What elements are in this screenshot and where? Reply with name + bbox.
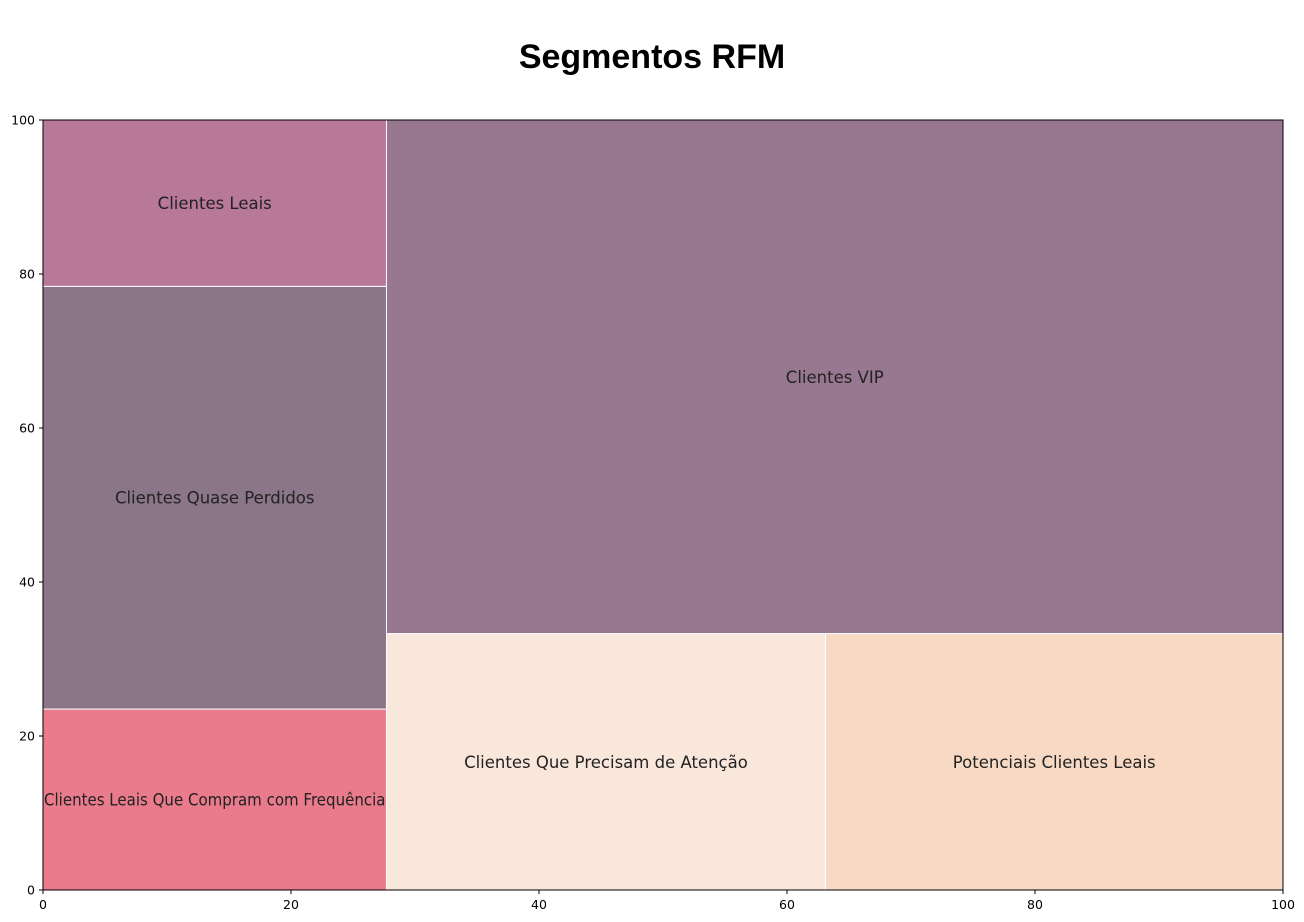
y-tick-label-0: 0: [27, 883, 35, 898]
x-tick-label-5: 100: [1271, 897, 1295, 912]
y-axis: 0 20 40 60 80 100: [11, 113, 43, 898]
y-tick-label-5: 100: [11, 113, 35, 128]
segment-label-0: Clientes Leais Que Compram com Frequênci…: [44, 791, 385, 810]
segment-rect-2: [42, 119, 387, 287]
segment-rect-3: [385, 633, 826, 891]
segment-rect-5: [385, 119, 1284, 635]
x-tick-label-3: 60: [779, 897, 795, 912]
segment-label-3: Clientes Que Precisam de Atenção: [464, 753, 748, 772]
segment-label-5: Clientes VIP: [786, 368, 884, 387]
chart-title: Segmentos RFM: [518, 38, 786, 76]
x-tick-label-1: 20: [283, 897, 299, 912]
y-tick-label-3: 60: [19, 421, 35, 436]
x-axis: 0 20 40 60 80 100: [39, 890, 1295, 912]
treemap-cells: [42, 119, 1284, 891]
x-tick-label-4: 80: [1027, 897, 1043, 912]
y-tick-label-4: 80: [19, 267, 35, 282]
plot-frame: [42, 119, 1284, 891]
segment-rect-0: [42, 708, 387, 891]
segment-label-4: Potenciais Clientes Leais: [953, 753, 1156, 772]
segment-labels: Clientes Leais Que Compram com Frequênci…: [44, 194, 1156, 809]
segment-label-2: Clientes Leais: [158, 194, 272, 213]
y-tick-label-2: 40: [19, 575, 35, 590]
y-tick-label-1: 20: [19, 729, 35, 744]
x-tick-label-2: 40: [531, 897, 547, 912]
segment-label-1: Clientes Quase Perdidos: [115, 489, 315, 508]
x-tick-label-0: 0: [39, 897, 47, 912]
